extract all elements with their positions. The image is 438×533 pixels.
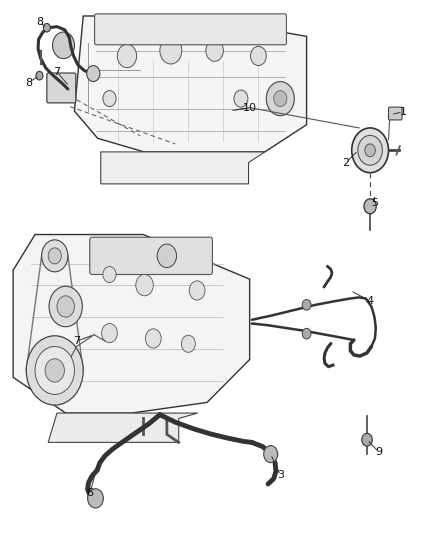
Circle shape (358, 135, 382, 165)
Circle shape (160, 37, 182, 64)
Circle shape (274, 91, 287, 107)
Circle shape (362, 433, 372, 446)
Circle shape (48, 248, 61, 264)
Circle shape (26, 336, 83, 405)
Circle shape (45, 359, 64, 382)
FancyBboxPatch shape (95, 14, 286, 45)
Text: 10: 10 (243, 103, 257, 112)
Text: 5: 5 (371, 198, 378, 207)
Circle shape (103, 266, 116, 282)
Circle shape (206, 40, 223, 61)
Circle shape (103, 91, 116, 107)
Polygon shape (101, 152, 265, 184)
Circle shape (365, 144, 375, 157)
Circle shape (302, 300, 311, 310)
FancyBboxPatch shape (90, 237, 212, 274)
Circle shape (53, 32, 74, 59)
FancyBboxPatch shape (47, 73, 76, 103)
Circle shape (352, 128, 389, 173)
Circle shape (102, 324, 117, 343)
Circle shape (43, 23, 50, 32)
Circle shape (57, 296, 74, 317)
Circle shape (364, 199, 376, 214)
Circle shape (87, 66, 100, 82)
Polygon shape (74, 16, 307, 152)
Circle shape (302, 328, 311, 339)
Text: 8: 8 (25, 78, 32, 87)
Text: 9: 9 (375, 447, 382, 457)
Circle shape (42, 240, 68, 272)
Circle shape (157, 244, 177, 268)
Polygon shape (13, 235, 250, 413)
Circle shape (35, 346, 74, 394)
Text: 7: 7 (73, 336, 80, 346)
Circle shape (88, 489, 103, 508)
Text: 7: 7 (53, 67, 60, 77)
Circle shape (234, 90, 248, 107)
Polygon shape (48, 413, 198, 442)
Circle shape (189, 281, 205, 300)
Circle shape (36, 71, 43, 80)
Text: 8: 8 (36, 18, 43, 27)
Circle shape (117, 44, 137, 68)
Circle shape (49, 286, 82, 327)
Text: 4: 4 (367, 296, 374, 306)
Circle shape (181, 335, 195, 352)
Text: 1: 1 (399, 107, 406, 117)
Circle shape (266, 82, 294, 116)
Circle shape (264, 446, 278, 463)
Text: 2: 2 (343, 158, 350, 167)
Circle shape (136, 274, 153, 296)
Circle shape (145, 329, 161, 348)
Circle shape (251, 46, 266, 66)
Text: 6: 6 (86, 488, 93, 498)
Text: 3: 3 (277, 471, 284, 480)
FancyBboxPatch shape (389, 107, 402, 120)
